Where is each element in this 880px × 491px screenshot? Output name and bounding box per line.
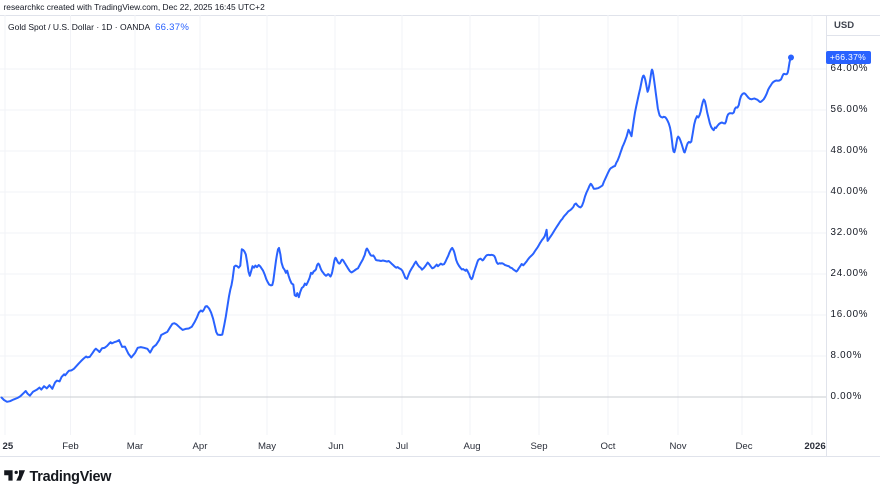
svg-text:TradingView: TradingView: [30, 469, 113, 484]
